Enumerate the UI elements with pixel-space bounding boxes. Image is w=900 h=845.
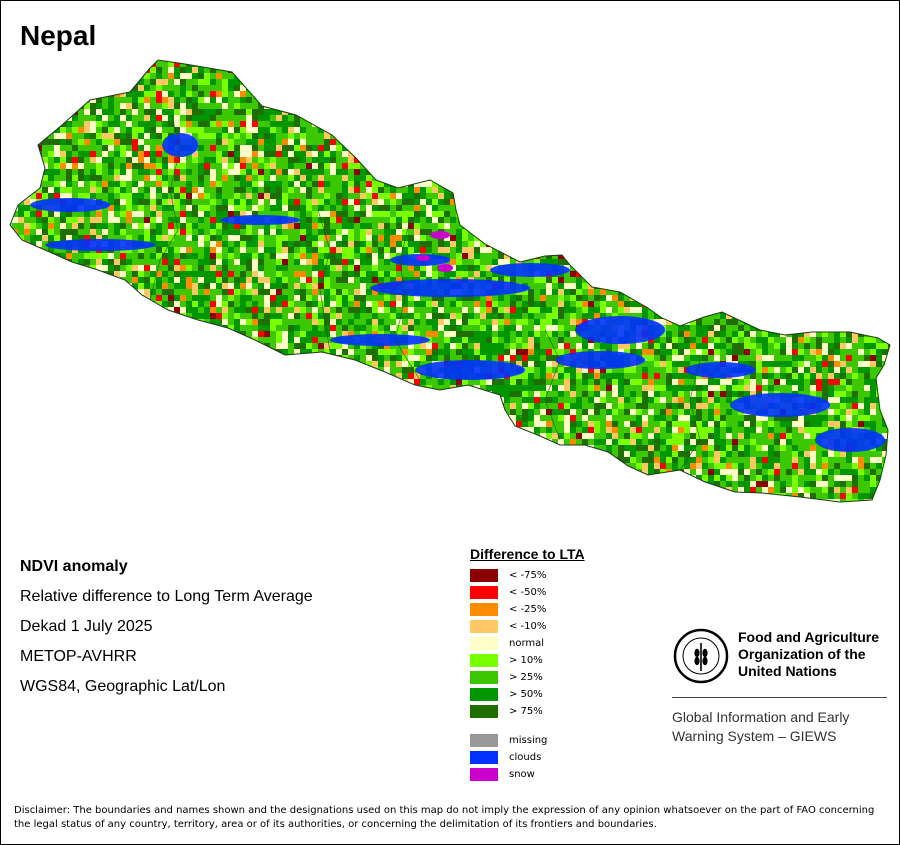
legend-row: > 25% bbox=[470, 669, 585, 686]
legend-label: missing bbox=[509, 735, 548, 746]
disclaimer: Disclaimer: The boundaries and names sho… bbox=[14, 805, 875, 830]
map-subtitle: Relative difference to Long Term Average bbox=[20, 588, 313, 605]
legend-row: > 50% bbox=[470, 686, 585, 703]
legend-swatch bbox=[470, 586, 498, 599]
fao-organization-name: Food and Agriculture Organization of the… bbox=[738, 629, 880, 679]
legend-row: snow bbox=[470, 766, 585, 783]
legend-label: < -10% bbox=[509, 621, 547, 632]
map-title: NDVI anomaly bbox=[20, 558, 128, 575]
fao-logo bbox=[672, 627, 730, 690]
legend-classes: < -75% < -50% < -25% < -10% normal > 10% > 25%… bbox=[470, 567, 585, 720]
map-period: Dekad 1 July 2025 bbox=[20, 618, 153, 635]
legend-label: clouds bbox=[509, 752, 542, 763]
ndvi-raster bbox=[10, 60, 890, 502]
country-title: Nepal bbox=[20, 20, 97, 51]
legend-row: < -50% bbox=[470, 584, 585, 601]
legend-row: < -25% bbox=[470, 601, 585, 618]
legend-label: snow bbox=[509, 769, 535, 780]
legend-swatch bbox=[470, 768, 498, 781]
legend-label: > 25% bbox=[509, 672, 543, 683]
legend-swatch bbox=[470, 569, 498, 582]
map-projection: WGS84, Geographic Lat/Lon bbox=[20, 678, 226, 695]
legend-row: < -10% bbox=[470, 618, 585, 635]
legend-row: > 10% bbox=[470, 652, 585, 669]
legend-label: > 75% bbox=[509, 706, 543, 717]
legend-row: clouds bbox=[470, 749, 585, 766]
legend-swatch bbox=[470, 603, 498, 616]
map-sensor: METOP-AVHRR bbox=[20, 648, 137, 665]
province-boundaries bbox=[149, 114, 701, 471]
legend-row: missing bbox=[470, 732, 585, 749]
legend-swatch bbox=[470, 751, 498, 764]
legend-label: normal bbox=[509, 638, 545, 649]
legend-row: > 75% bbox=[470, 703, 585, 720]
legend-title: Difference to LTA bbox=[470, 546, 585, 562]
legend-row: < -75% bbox=[470, 567, 585, 584]
legend-swatch bbox=[470, 637, 498, 650]
legend-swatch bbox=[470, 705, 498, 718]
legend-label: > 10% bbox=[509, 655, 543, 666]
legend-row: normal bbox=[470, 635, 585, 652]
legend-swatch bbox=[470, 620, 498, 633]
legend-label: < -25% bbox=[509, 604, 547, 615]
legend-swatch bbox=[470, 671, 498, 684]
legend-label: < -75% bbox=[509, 570, 547, 581]
legend-label: < -50% bbox=[509, 587, 547, 598]
giews-name: Global Information and Early Warning Sys… bbox=[672, 709, 850, 744]
legend-label: > 50% bbox=[509, 689, 543, 700]
legend-swatch bbox=[470, 688, 498, 701]
legend-swatch bbox=[470, 654, 498, 667]
ndvi-anomaly-map bbox=[0, 55, 900, 515]
legend-extra-classes: missing clouds snow bbox=[470, 732, 585, 783]
map-legend: Difference to LTA < -75% < -50% < -25% < -1… bbox=[470, 546, 585, 783]
map-info-block: NDVI anomaly Relative difference to Long… bbox=[20, 552, 313, 702]
fao-divider bbox=[672, 697, 887, 698]
legend-swatch bbox=[470, 734, 498, 747]
